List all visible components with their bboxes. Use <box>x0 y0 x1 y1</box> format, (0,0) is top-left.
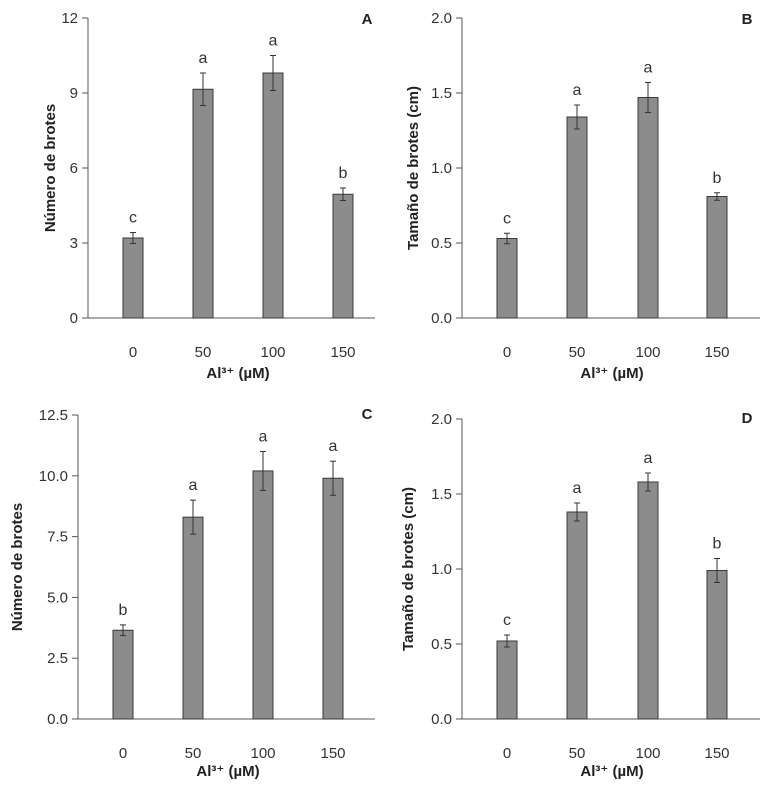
panel-b-significance-letter: c <box>503 210 511 227</box>
panel-b-panel-label: B <box>742 11 753 28</box>
panel-d-bar-150 <box>706 570 728 720</box>
panel-c-x-tick-label: 50 <box>185 745 202 762</box>
panel-b-x-tick-label: 0 <box>503 344 511 361</box>
panel-c-y-tick-label: 12.5 <box>39 407 68 424</box>
panel-c-significance-letter: a <box>259 428 268 445</box>
panel-d-x-tick-label: 150 <box>704 745 729 762</box>
panel-a-bar-150 <box>332 193 354 319</box>
panel-b-bar-100 <box>637 97 659 319</box>
panel-d-significance-letter: c <box>503 612 511 629</box>
panel-b-bar-0 <box>496 238 518 319</box>
panel-a-y-tick-label: 6 <box>70 160 78 177</box>
panel-d-y-tick-label: 1.0 <box>431 561 452 578</box>
panel-c-bar-50 <box>182 516 204 720</box>
panel-a-y-tick-label: 0 <box>70 310 78 327</box>
panel-c-y-axis-label: Número de brotes <box>9 503 26 631</box>
panel-b-bar-150 <box>706 196 728 319</box>
panel-d-y-tick-label: 0.5 <box>431 636 452 653</box>
panel-a-significance-letter: b <box>339 165 348 182</box>
panel-c-x-tick-label: 0 <box>119 745 127 762</box>
panel-c-panel-label: C <box>362 406 373 423</box>
panel-c-y-tick-label: 7.5 <box>47 529 68 546</box>
panel-c-y-tick-label: 10.0 <box>39 468 68 485</box>
panel-d-x-tick-label: 50 <box>569 745 586 762</box>
panel-d-y-tick-label: 2.0 <box>431 411 452 428</box>
panel-b-y-tick-label: 0.5 <box>431 235 452 252</box>
panel-c-y-tick-label: 0.0 <box>47 711 68 728</box>
panel-a-y-tick-label: 9 <box>70 85 78 102</box>
panel-c-x-tick-label: 100 <box>250 745 275 762</box>
panel-b-x-axis-label: Al³⁺ (µM) <box>580 365 643 382</box>
panel-a-x-tick-label: 0 <box>129 344 137 361</box>
panel-d-significance-letter: a <box>573 480 582 497</box>
panel-b-x-tick-label: 150 <box>704 344 729 361</box>
panel-d-significance-letter: a <box>644 450 653 467</box>
panel-b-y-tick-label: 1.0 <box>431 160 452 177</box>
panel-c-bar-150 <box>322 477 344 720</box>
panel-b-y-tick-label: 2.0 <box>431 10 452 27</box>
panel-c-bar-0 <box>112 629 134 720</box>
panel-a-x-axis-label: Al³⁺ (µM) <box>206 365 269 382</box>
panel-b-significance-letter: a <box>644 60 653 77</box>
panel-b-y-axis-label: Tamaño de brotes (cm) <box>405 86 422 250</box>
panel-b-x-tick-label: 100 <box>635 344 660 361</box>
panel-c-significance-letter: a <box>329 438 338 455</box>
panel-a-significance-letter: c <box>129 210 137 227</box>
panel-d-bar-100 <box>637 481 659 720</box>
panel-d-significance-letter: b <box>713 536 722 553</box>
panel-d-y-tick-label: 0.0 <box>431 711 452 728</box>
panel-a-panel-label: A <box>362 11 373 28</box>
panel-c-significance-letter: a <box>189 477 198 494</box>
panel-d-x-tick-label: 100 <box>635 745 660 762</box>
panel-a-significance-letter: a <box>269 33 278 50</box>
panel-c-significance-letter: b <box>119 602 128 619</box>
panel-b-y-tick-label: 0.0 <box>431 310 452 327</box>
panel-a-y-axis-label: Número de brotes <box>42 104 59 232</box>
panel-b-bar-50 <box>566 116 588 319</box>
panel-a-bar-100 <box>262 72 284 319</box>
panel-b-x-tick-label: 50 <box>569 344 586 361</box>
panel-c-y-tick-label: 5.0 <box>47 589 68 606</box>
panel-b-significance-letter: a <box>573 82 582 99</box>
panel-b-significance-letter: b <box>713 170 722 187</box>
panel-a-y-tick-label: 12 <box>61 10 78 27</box>
panel-c-bar-100 <box>252 470 274 720</box>
panel-d-x-tick-label: 0 <box>503 745 511 762</box>
panel-b-y-tick-label: 1.5 <box>431 85 452 102</box>
panel-a-significance-letter: a <box>199 50 208 67</box>
panel-a-x-tick-label: 100 <box>260 344 285 361</box>
panel-d-panel-label: D <box>742 410 753 427</box>
panel-c-x-tick-label: 150 <box>320 745 345 762</box>
panel-d-y-axis-label: Tamaño de brotes (cm) <box>400 487 417 651</box>
panel-c-y-tick-label: 2.5 <box>47 650 68 667</box>
panel-a-bar-0 <box>122 237 144 319</box>
panel-d-y-tick-label: 1.5 <box>431 486 452 503</box>
panel-d-bar-50 <box>566 511 588 720</box>
panel-d-bar-0 <box>496 640 518 720</box>
panel-a-x-tick-label: 50 <box>195 344 212 361</box>
panel-a-bar-50 <box>192 88 214 319</box>
panel-a-y-tick-label: 3 <box>70 235 78 252</box>
panel-a-x-tick-label: 150 <box>330 344 355 361</box>
panel-c-x-axis-label: Al³⁺ (µM) <box>196 763 259 780</box>
panel-d-x-axis-label: Al³⁺ (µM) <box>580 763 643 780</box>
